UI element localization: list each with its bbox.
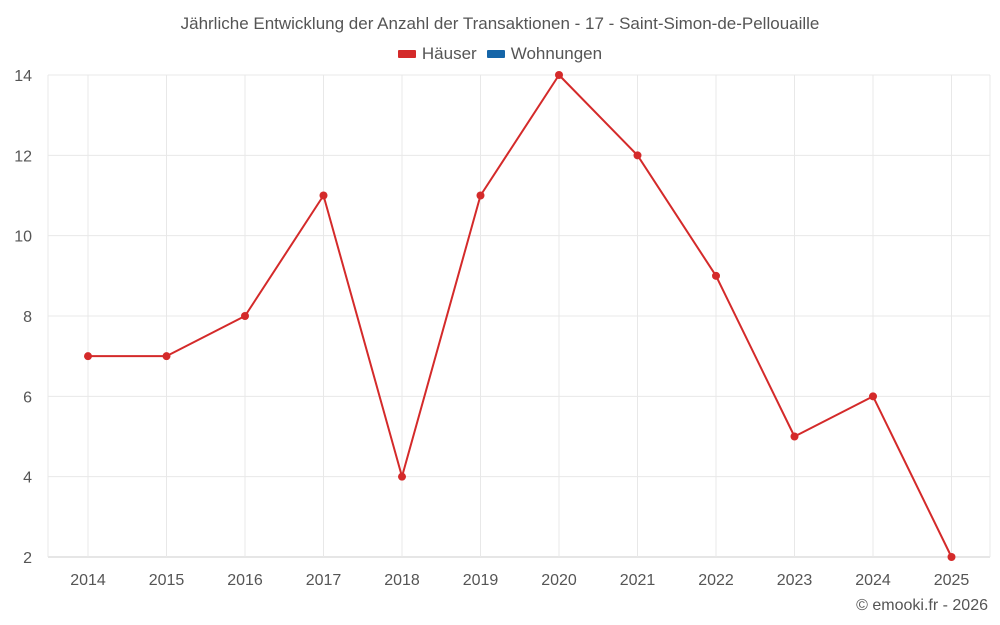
x-tick-label: 2016 bbox=[227, 572, 263, 589]
data-point[interactable] bbox=[633, 151, 642, 160]
legend-swatch-apartments bbox=[486, 50, 505, 58]
data-point[interactable] bbox=[162, 352, 171, 361]
legend-item-houses[interactable]: Häuser bbox=[397, 44, 477, 64]
x-tick-label: 2019 bbox=[463, 572, 499, 589]
credit-text: © emooki.fr - 2026 bbox=[856, 597, 988, 614]
y-tick-label: 14 bbox=[14, 68, 32, 85]
x-tick-label: 2024 bbox=[855, 572, 891, 589]
y-tick-label: 10 bbox=[14, 229, 32, 246]
y-tick-label: 6 bbox=[23, 389, 32, 406]
chart-title: Jährliche Entwicklung der Anzahl der Tra… bbox=[180, 14, 820, 33]
y-tick-label: 4 bbox=[23, 470, 32, 487]
data-point[interactable] bbox=[790, 432, 799, 441]
data-point[interactable] bbox=[947, 553, 956, 561]
legend-swatch-houses bbox=[397, 50, 416, 58]
x-tick-label: 2023 bbox=[777, 572, 813, 589]
data-point[interactable] bbox=[869, 392, 877, 401]
data-point[interactable] bbox=[398, 472, 406, 481]
legend: Häuser Wohnungen bbox=[0, 44, 1000, 64]
series-houses bbox=[84, 71, 956, 561]
data-point[interactable] bbox=[555, 71, 563, 79]
grid-lines bbox=[47, 74, 991, 558]
y-tick-label: 12 bbox=[14, 148, 32, 165]
data-point[interactable] bbox=[241, 312, 249, 320]
y-axis-ticks: 2 4 6 8 10 12 14 bbox=[14, 68, 32, 567]
x-axis-ticks: 2014 2015 2016 2017 2018 2019 2020 2021 2022 2023… bbox=[70, 572, 969, 589]
legend-label-houses: Häuser bbox=[421, 44, 477, 63]
x-tick-label: 2018 bbox=[384, 572, 420, 589]
data-point[interactable] bbox=[476, 191, 485, 200]
y-tick-label: 2 bbox=[23, 550, 32, 567]
legend-label-apartments: Wohnungen bbox=[510, 44, 603, 63]
x-tick-label: 2020 bbox=[541, 572, 577, 589]
series-line-houses bbox=[88, 74, 953, 558]
data-point[interactable] bbox=[319, 191, 328, 200]
y-tick-label: 8 bbox=[23, 309, 32, 326]
x-tick-label: 2022 bbox=[698, 572, 734, 589]
data-point[interactable] bbox=[712, 271, 720, 280]
data-point[interactable] bbox=[84, 352, 92, 361]
x-tick-label: 2015 bbox=[149, 572, 185, 589]
x-tick-label: 2025 bbox=[934, 572, 970, 589]
legend-item-apartments[interactable]: Wohnungen bbox=[486, 44, 603, 64]
x-tick-label: 2014 bbox=[70, 572, 106, 589]
x-tick-label: 2021 bbox=[620, 572, 656, 589]
x-tick-label: 2017 bbox=[306, 572, 342, 589]
